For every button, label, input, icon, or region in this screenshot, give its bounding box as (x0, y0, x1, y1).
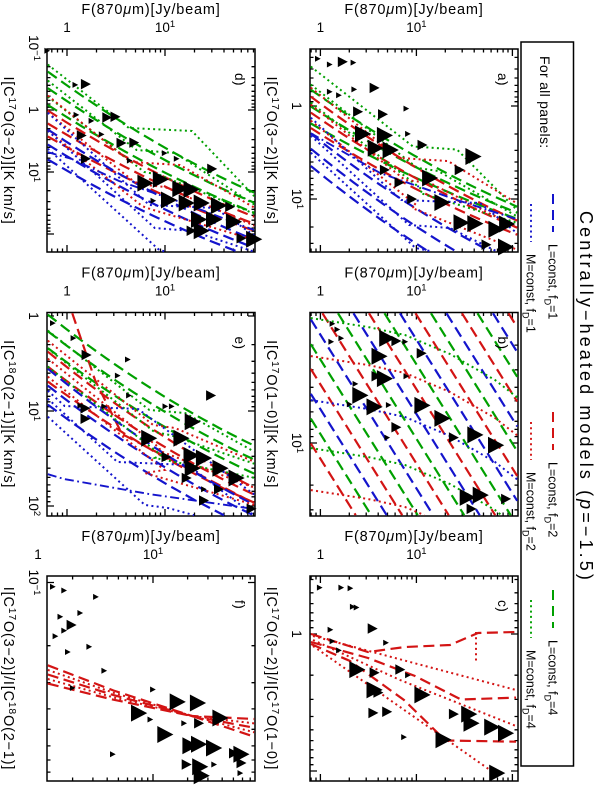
svg-text:F(870μm)[Jy/beam]: F(870μm)[Jy/beam] (344, 266, 483, 282)
svg-text:1: 1 (317, 547, 325, 562)
svg-text:L=const, fD=1: L=const, fD=1 (543, 244, 560, 319)
svg-text:1: 1 (289, 102, 304, 110)
svg-text:I[C17O(3−2)][K km/s]: I[C17O(3−2)][K km/s] (263, 76, 280, 224)
svg-text:F(870μm)[Jy/beam]: F(870μm)[Jy/beam] (81, 2, 220, 18)
svg-text:c): c) (495, 600, 510, 612)
svg-text:1: 1 (289, 630, 304, 638)
svg-text:M=const, fD=4: M=const, fD=4 (521, 650, 538, 729)
svg-text:1: 1 (63, 20, 71, 35)
svg-text:1: 1 (63, 284, 71, 299)
svg-text:I[C17O(3−2)]/I[C17O(1−0)]: I[C17O(3−2)]/I[C17O(1−0)] (263, 587, 280, 770)
svg-text:e): e) (232, 337, 247, 350)
svg-text:Centrally−heated models (p=−1.: Centrally−heated models (p=−1.5) (576, 211, 596, 583)
svg-text:F(870μm)[Jy/beam]: F(870μm)[Jy/beam] (344, 529, 483, 545)
svg-text:I[C17O(1−0)][K km/s]: I[C17O(1−0)][K km/s] (263, 340, 280, 488)
svg-text:I[C18O(2−1)][K km/s]: I[C18O(2−1)][K km/s] (0, 340, 17, 488)
svg-text:f): f) (232, 600, 247, 609)
svg-text:d): d) (232, 73, 247, 86)
svg-text:1: 1 (26, 312, 41, 320)
svg-text:F(870μm)[Jy/beam]: F(870μm)[Jy/beam] (81, 529, 220, 545)
svg-text:L=const, fD=2: L=const, fD=2 (543, 462, 560, 537)
svg-text:1: 1 (26, 106, 41, 114)
svg-text:L=const, fD=4: L=const, fD=4 (543, 640, 560, 715)
svg-text:I[C17O(3−2)]/I[C18O(2−1)]: I[C17O(3−2)]/I[C18O(2−1)] (0, 587, 17, 770)
svg-text:b): b) (495, 337, 510, 350)
svg-text:F(870μm)[Jy/beam]: F(870μm)[Jy/beam] (344, 2, 483, 18)
svg-text:F(870μm)[Jy/beam]: F(870μm)[Jy/beam] (81, 266, 220, 282)
svg-text:For all panels:: For all panels: (537, 56, 553, 148)
svg-text:1: 1 (317, 284, 325, 299)
svg-text:1: 1 (317, 20, 325, 35)
svg-text:M=const, fD=2: M=const, fD=2 (521, 472, 538, 551)
svg-text:a): a) (495, 73, 510, 86)
svg-text:1: 1 (34, 547, 42, 562)
svg-text:I[C17O(3−2)][K km/s]: I[C17O(3−2)][K km/s] (0, 76, 17, 224)
svg-text:M=const, fD=1: M=const, fD=1 (521, 254, 538, 333)
